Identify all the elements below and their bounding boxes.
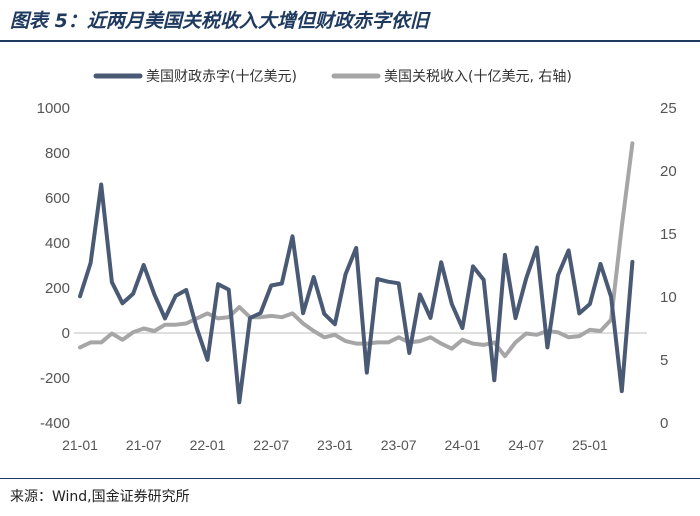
x-tick-label: 25-01 [572, 437, 608, 453]
y-left-tick-label: 0 [62, 325, 70, 342]
x-tick-label: 22-07 [253, 437, 289, 453]
x-tick-label: 23-07 [381, 437, 417, 453]
y-left-tick-label: 200 [45, 280, 70, 297]
y-left-tick-label: 800 [45, 145, 70, 162]
axes: 1000 800 600 400 200 0 -200 -400 25 20 15 10 5 0 21-01… [37, 100, 677, 453]
legend: 美国财政赤字(十亿美元) 美国关税收入(十亿美元, 右轴) [93, 69, 572, 85]
x-tick-label: 22-01 [190, 437, 226, 453]
plot-lines [78, 141, 635, 405]
x-tick-label: 23-01 [317, 437, 353, 453]
series-line-tariff [78, 141, 635, 359]
x-tick-label: 21-07 [126, 437, 162, 453]
y-left-tick-label: 1000 [37, 100, 70, 117]
legend-label-tariff: 美国关税收入(十亿美元, 右轴) [384, 69, 572, 85]
x-tick-label: 24-01 [445, 437, 481, 453]
title-divider [0, 40, 700, 42]
y-right-tick-label: 5 [660, 352, 668, 369]
y-right-tick-label: 20 [660, 163, 677, 180]
y-left-tick-label: -200 [40, 370, 70, 387]
y-right-tick-label: 0 [660, 415, 668, 432]
x-tick-label: 24-07 [508, 437, 544, 453]
y-right-tick-label: 10 [660, 289, 677, 306]
chart-title: 图表 5：近两月美国关税收入大增但财政赤字依旧 [10, 10, 429, 32]
title-bar: 图表 5：近两月美国关税收入大增但财政赤字依旧 [0, 0, 700, 42]
y-left-tick-label: 600 [45, 190, 70, 207]
legend-label-deficit: 美国财政赤字(十亿美元) [146, 69, 297, 85]
y-left-tick-label: -400 [40, 415, 70, 432]
source-note: 来源：Wind,国金证券研究所 [10, 489, 190, 505]
y-right-tick-label: 15 [660, 226, 677, 243]
source-divider [0, 478, 700, 479]
chart-canvas: 美国财政赤字(十亿美元) 美国关税收入(十亿美元, 右轴) 1000800600… [37, 69, 677, 453]
x-tick-label: 21-01 [62, 437, 98, 453]
series-line-deficit [78, 182, 635, 405]
y-left-tick-label: 400 [45, 235, 70, 252]
y-right-tick-label: 25 [660, 100, 677, 117]
